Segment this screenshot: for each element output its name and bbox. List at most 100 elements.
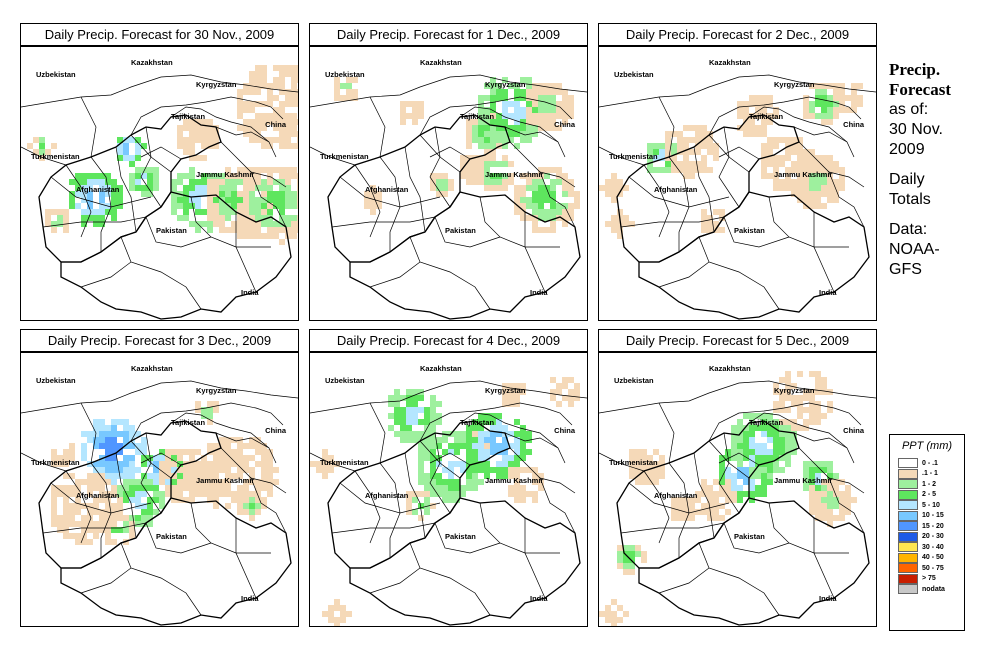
map-label-afghanistan: Afghanistan <box>654 491 698 500</box>
precip-cell <box>502 77 508 83</box>
precip-cell <box>81 521 87 527</box>
precip-cell <box>484 137 490 143</box>
precip-cell <box>63 455 69 461</box>
precip-cell <box>39 149 45 155</box>
precip-cell <box>568 215 574 221</box>
precip-cell <box>478 119 484 125</box>
precip-cell <box>827 101 833 107</box>
precip-cell <box>502 185 508 191</box>
precip-cell <box>279 185 285 191</box>
precip-cell <box>683 137 689 143</box>
precip-cell <box>544 119 550 125</box>
precip-cell <box>803 407 809 413</box>
precip-cell <box>659 467 665 473</box>
precip-cell <box>243 491 249 497</box>
precip-cell <box>538 479 544 485</box>
precip-cell <box>189 497 195 503</box>
precip-cell <box>460 485 466 491</box>
precip-cell <box>87 215 93 221</box>
precip-cell <box>484 113 490 119</box>
precip-cell <box>424 509 430 515</box>
precip-cell <box>129 467 135 473</box>
precip-cell <box>725 467 731 473</box>
precip-cell <box>153 179 159 185</box>
precip-cell <box>279 191 285 197</box>
precip-cell <box>105 191 111 197</box>
precip-cell <box>249 209 255 215</box>
precip-cell <box>767 437 773 443</box>
precip-cell <box>279 137 285 143</box>
precip-cell <box>550 83 556 89</box>
precip-cell <box>653 155 659 161</box>
precip-cell <box>532 101 538 107</box>
precip-cell <box>213 497 219 503</box>
precip-cell <box>773 161 779 167</box>
precip-cell <box>725 497 731 503</box>
precip-cell <box>117 419 123 425</box>
precip-cell <box>123 491 129 497</box>
precip-cell <box>243 185 249 191</box>
precip-cell <box>478 179 484 185</box>
precip-cell <box>839 95 845 101</box>
precip-cell <box>653 143 659 149</box>
precip-cell <box>472 455 478 461</box>
precip-cell <box>153 473 159 479</box>
precip-cell <box>105 173 111 179</box>
precip-cell <box>99 203 105 209</box>
precip-cell <box>514 125 520 131</box>
precip-cell <box>231 185 237 191</box>
precip-cell <box>448 179 454 185</box>
precip-cell <box>177 179 183 185</box>
precip-cell <box>803 185 809 191</box>
precip-cell <box>719 503 725 509</box>
precip-cell <box>87 209 93 215</box>
precip-cell <box>63 533 69 539</box>
precip-cell <box>520 389 526 395</box>
precip-cell <box>803 107 809 113</box>
precip-cell <box>809 101 815 107</box>
precip-cell <box>761 449 767 455</box>
precip-cell <box>713 491 719 497</box>
precip-cell <box>671 149 677 155</box>
precip-cell <box>514 497 520 503</box>
precip-cell <box>490 467 496 473</box>
precip-cell <box>496 131 502 137</box>
precip-cell <box>472 173 478 179</box>
precip-cell <box>189 179 195 185</box>
precip-cell <box>129 155 135 161</box>
precip-cell <box>659 455 665 461</box>
precip-cell <box>502 461 508 467</box>
border-line <box>708 402 862 442</box>
precip-cell <box>532 209 538 215</box>
precip-cell <box>177 473 183 479</box>
precip-cell <box>773 179 779 185</box>
precip-cell <box>815 497 821 503</box>
precip-cell <box>285 89 291 95</box>
precip-cell <box>719 209 725 215</box>
border-line <box>170 106 277 158</box>
precip-cell <box>556 383 562 389</box>
precip-cell <box>827 119 833 125</box>
precip-cell <box>508 173 514 179</box>
precip-cell <box>508 125 514 131</box>
precip-cell <box>436 461 442 467</box>
precip-cell <box>568 101 574 107</box>
precip-cell <box>737 473 743 479</box>
precip-cell <box>285 173 291 179</box>
precip-cell <box>827 461 833 467</box>
precip-cell <box>617 617 623 623</box>
precip-cell <box>111 461 117 467</box>
precip-cell <box>249 233 255 239</box>
precip-cell <box>737 449 743 455</box>
precip-cell <box>93 485 99 491</box>
precip-cell <box>556 113 562 119</box>
precip-cell <box>508 161 514 167</box>
precip-cell <box>478 173 484 179</box>
precip-cell <box>809 413 815 419</box>
precip-cell <box>611 611 617 617</box>
precip-cell <box>617 563 623 569</box>
precip-cell <box>749 455 755 461</box>
precip-cell <box>346 77 352 83</box>
precip-cell <box>821 389 827 395</box>
precip-cell <box>75 479 81 485</box>
